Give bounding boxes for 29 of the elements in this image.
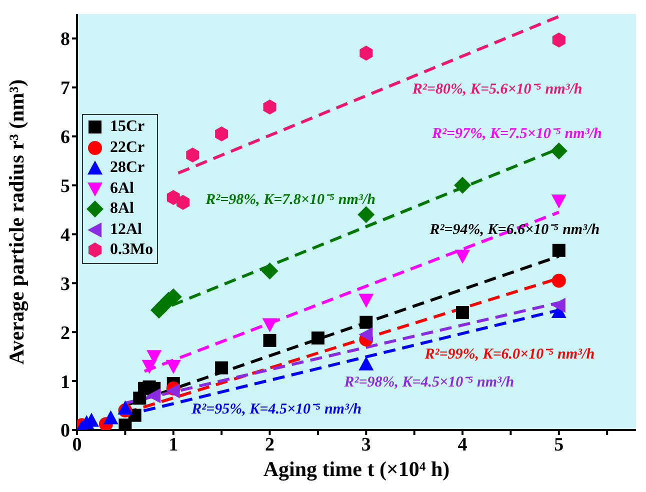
y-tick-label: 3 <box>60 274 70 295</box>
y-tick-label: 7 <box>60 78 70 100</box>
x-tick-label: 2 <box>265 434 275 456</box>
y-tick-label: 4 <box>60 224 70 246</box>
legend-label: 28Cr <box>110 159 145 178</box>
annotation: R²=97%, K=7.5×10⁻⁵ nm³/h <box>430 126 602 142</box>
x-tick-label: 1 <box>168 434 178 456</box>
annotation: R²=98%, K=4.5×10⁻⁵ nm³/h <box>343 374 514 390</box>
y-tick-label: 8 <box>60 29 70 50</box>
y-tick-label: 6 <box>60 127 70 148</box>
x-tick-label: 4 <box>458 434 468 456</box>
legend-label: 15Cr <box>110 118 145 136</box>
legend-label: 0.3Mo <box>110 241 154 260</box>
x-tick-label: 3 <box>361 434 371 456</box>
y-tick-label: 2 <box>60 322 70 344</box>
x-axis-title: Aging time t (×10⁴ h) <box>263 457 450 481</box>
y-tick-label: 1 <box>60 372 70 393</box>
annotation: R²=98%, K=7.8×10⁻⁵ nm³/h <box>204 192 376 208</box>
legend-label: 22Cr <box>110 138 145 157</box>
annotation: R²=95%, K=4.5×10⁻⁵ nm³/h <box>190 401 362 418</box>
legend-label: 6Al <box>110 180 134 198</box>
legend-label: 8Al <box>110 200 134 218</box>
y-axis-title: Average particle radius r³ (nm³) <box>4 79 28 365</box>
y-tick-label: 5 <box>60 176 70 198</box>
annotation: R²=80%, K=5.6×10⁻⁵ nm³/h <box>411 82 582 98</box>
annotation: R²=99%, K=6.0×10⁻⁵ nm³/h <box>424 346 595 363</box>
y-tick-label: 0 <box>60 420 70 442</box>
x-tick-label: 5 <box>554 434 564 456</box>
legend-label: 12Al <box>110 220 142 239</box>
